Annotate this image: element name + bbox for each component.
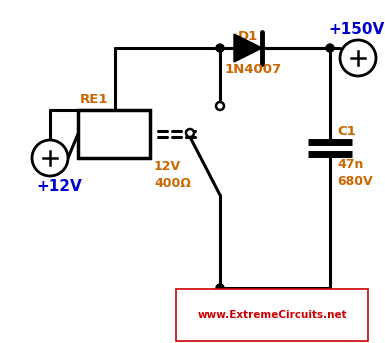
Circle shape (216, 102, 224, 110)
Text: C1: C1 (337, 125, 356, 138)
Text: D1: D1 (238, 30, 258, 43)
Text: 47n
680V: 47n 680V (337, 158, 373, 188)
Circle shape (216, 44, 224, 52)
Text: RE1: RE1 (80, 93, 109, 106)
Text: +12V: +12V (36, 179, 82, 194)
Text: 1N4007: 1N4007 (224, 63, 281, 76)
Circle shape (216, 284, 224, 292)
Circle shape (186, 129, 194, 137)
Text: www.ExtremeCircuits.net: www.ExtremeCircuits.net (197, 310, 347, 320)
Circle shape (340, 40, 376, 76)
Bar (78, 110, 150, 158)
Text: +150V: +150V (328, 22, 384, 37)
Circle shape (32, 140, 68, 176)
Circle shape (326, 44, 334, 52)
Text: 12V
400Ω: 12V 400Ω (154, 160, 191, 190)
Polygon shape (234, 34, 262, 62)
